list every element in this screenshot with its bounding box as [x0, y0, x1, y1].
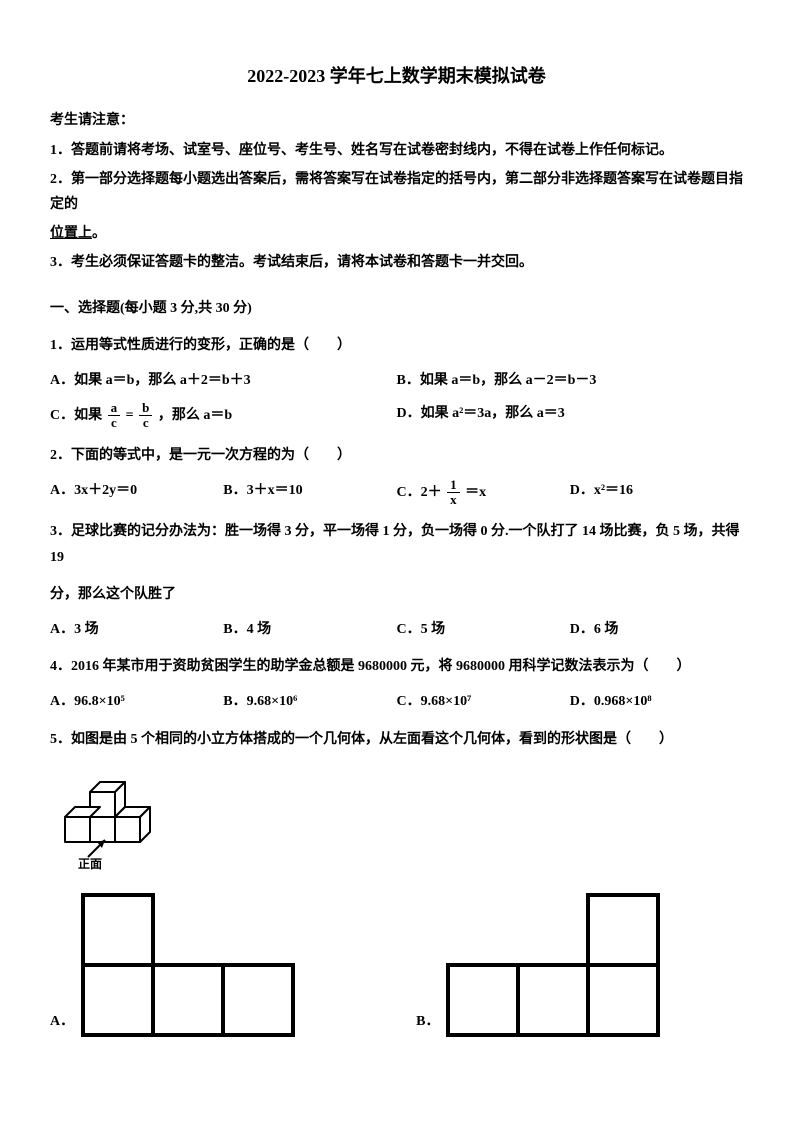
q5-text: 5．如图是由 5 个相同的小立方体搭成的一个几何体，从左面看这个几何体，看到的形…	[50, 727, 743, 752]
exam-title: 2022-2023 学年七上数学期末模拟试卷	[50, 60, 743, 92]
q2-optD: D．x²＝16	[570, 478, 743, 508]
q2-frac-num: 1	[447, 478, 460, 493]
q1-optD: D．如果 a²＝3a，那么 a＝3	[397, 401, 744, 431]
q3-optB: B．4 场	[223, 617, 396, 642]
q5-answer-A: A．	[50, 892, 296, 1038]
shape-A-svg	[80, 892, 296, 1038]
q5-answer-B: B．	[416, 892, 661, 1038]
q2-optC-post: ＝x	[465, 485, 486, 500]
notice-item-2b: 位置上。	[50, 221, 743, 246]
q1-options-row2: C．如果 a c = b c ，那么 a＝b D．如果 a²＝3a，那么 a＝3	[50, 401, 743, 431]
q4-optB: B．9.68×10⁶	[223, 689, 396, 714]
q5-3d-figure: 正面	[50, 762, 743, 872]
q1-optA: A．如果 a＝b，那么 a＋2＝b＋3	[50, 368, 397, 393]
q4-options: A．96.8×10⁵ B．9.68×10⁶ C．9.68×10⁷ D．0.968…	[50, 689, 743, 714]
q1-frac2-den: c	[139, 416, 152, 430]
q1-optC-post: ，那么 a＝b	[158, 408, 232, 423]
q1-frac1-num: a	[108, 401, 121, 416]
q1-frac2-num: b	[139, 401, 152, 416]
q3-text: 3．足球比赛的记分办法为：胜一场得 3 分，平一场得 1 分，负一场得 0 分.…	[50, 519, 743, 569]
q4-optD: D．0.968×10⁸	[570, 689, 743, 714]
notice-2-text: 2．第一部分选择题每小题选出答案后，需将答案写在试卷指定的括号内，第二部分非选择…	[50, 172, 743, 212]
front-label: 正面	[78, 857, 102, 871]
q4-text: 4．2016 年某市用于资助贫困学生的助学金总额是 9680000 元，将 96…	[50, 654, 743, 679]
q3-optD: D．6 场	[570, 617, 743, 642]
q1-optB: B．如果 a＝b，那么 a－2＝b－3	[397, 368, 744, 393]
shape-B-svg	[445, 892, 661, 1038]
q2-frac-den: x	[447, 493, 460, 507]
notice-header: 考生请注意：	[50, 108, 743, 133]
q2-optB: B．3＋x＝10	[223, 478, 396, 508]
q2-frac: 1 x	[447, 478, 460, 508]
notice-item-3: 3．考生必须保证答题卡的整洁。考试结束后，请将本试卷和答题卡一并交回。	[50, 250, 743, 275]
q1-optC-pre: C．如果	[50, 408, 102, 423]
q3-text2: 分，那么这个队胜了	[50, 582, 743, 607]
notice-period: 。	[92, 226, 106, 241]
q1-frac1: a c	[108, 401, 121, 431]
q2-optC: C．2＋ 1 x ＝x	[397, 478, 570, 508]
q5-labelA: A．	[50, 1009, 74, 1034]
notice-underline: 位置上	[50, 226, 92, 241]
q5-labelB: B．	[416, 1009, 439, 1034]
q3-optC: C．5 场	[397, 617, 570, 642]
q2-optA: A．3x＋2y＝0	[50, 478, 223, 508]
q4-optA: A．96.8×10⁵	[50, 689, 223, 714]
q1-text: 1．运用等式性质进行的变形，正确的是（ ）	[50, 333, 743, 358]
q2-options: A．3x＋2y＝0 B．3＋x＝10 C．2＋ 1 x ＝x D．x²＝16	[50, 478, 743, 508]
q3-optA: A．3 场	[50, 617, 223, 642]
q1-options-row1: A．如果 a＝b，那么 a＋2＝b＋3 B．如果 a＝b，那么 a－2＝b－3	[50, 368, 743, 393]
q1-frac2: b c	[139, 401, 152, 431]
q5-answer-figures: A． B．	[50, 892, 743, 1038]
notice-item-2: 2．第一部分选择题每小题选出答案后，需将答案写在试卷指定的括号内，第二部分非选择…	[50, 167, 743, 217]
notice-item-1: 1．答题前请将考场、试室号、座位号、考生号、姓名写在试卷密封线内，不得在试卷上作…	[50, 138, 743, 163]
q2-optC-pre: C．2＋	[397, 485, 442, 500]
section-1-header: 一、选择题(每小题 3 分,共 30 分)	[50, 296, 743, 321]
q1-optC: C．如果 a c = b c ，那么 a＝b	[50, 401, 397, 431]
q1-eq: =	[126, 408, 134, 423]
q1-frac1-den: c	[108, 416, 121, 430]
q2-text: 2．下面的等式中，是一元一次方程的为（ ）	[50, 443, 743, 468]
q4-optC: C．9.68×10⁷	[397, 689, 570, 714]
q3-options: A．3 场 B．4 场 C．5 场 D．6 场	[50, 617, 743, 642]
